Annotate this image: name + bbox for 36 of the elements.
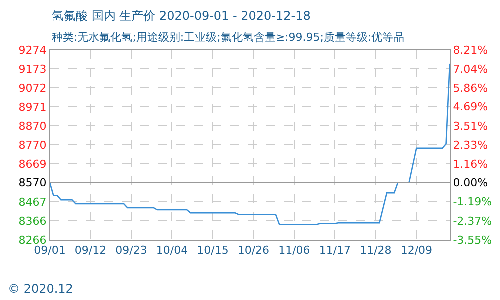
y2-tick-label: -3.55% [453,234,492,247]
line-series [50,63,450,226]
y2-tick-label: 5.86% [453,82,488,95]
y-tick-label: 8366 [18,215,47,228]
x-tick-label: 11/17 [319,244,352,258]
x-tick-label: 11/06 [278,244,310,258]
y2-tick-label: -2.37% [453,214,492,228]
y2-tick-label: 3.51% [453,120,488,133]
text: © 2020.12 [8,282,74,296]
y-tick-label: 8570 [18,176,47,190]
x-tick-label: 09/01 [34,244,66,258]
x-tick-label: 10/26 [238,244,270,258]
y2-tick-label: 8.21% [453,44,488,57]
y2-tick-label: -1.19% [453,196,492,209]
y-tick-label: 8870 [18,120,47,133]
chart-subtitle: 种类:无水氟化氢;用途级别:工业级;氟化氢含量≥:99.95;质量等级:优等品 [52,31,405,44]
y-tick-label: 9173 [18,62,47,76]
x-tick-label: 10/15 [197,244,229,258]
y-tick-label: 8971 [18,100,47,114]
y-tick-label: 9274 [18,44,47,57]
chart-title: 氢氟酸 国内 生产价 2020-09-01 - 2020-12-18 [52,9,311,23]
y-tick-label: 8770 [18,138,47,152]
x-tick-label: 11/28 [360,244,392,258]
y-tick-label: 9072 [18,82,47,95]
y2-tick-label: 1.16% [453,158,488,171]
x-tick-label: 09/12 [74,244,107,258]
y-tick-label: 8669 [18,158,47,171]
x-tick-label: 12/09 [400,244,433,258]
y2-tick-label: 2.33% [453,138,488,152]
y2-tick-label: 7.04% [453,62,488,76]
y2-tick-label: 0.00% [453,176,488,190]
x-tick-label: 09/23 [116,244,148,258]
y-tick-label: 8467 [18,196,47,209]
x-tick-label: 10/04 [156,244,188,258]
y2-tick-label: 4.69% [453,100,488,114]
y-tick-label: 8266 [18,234,47,247]
